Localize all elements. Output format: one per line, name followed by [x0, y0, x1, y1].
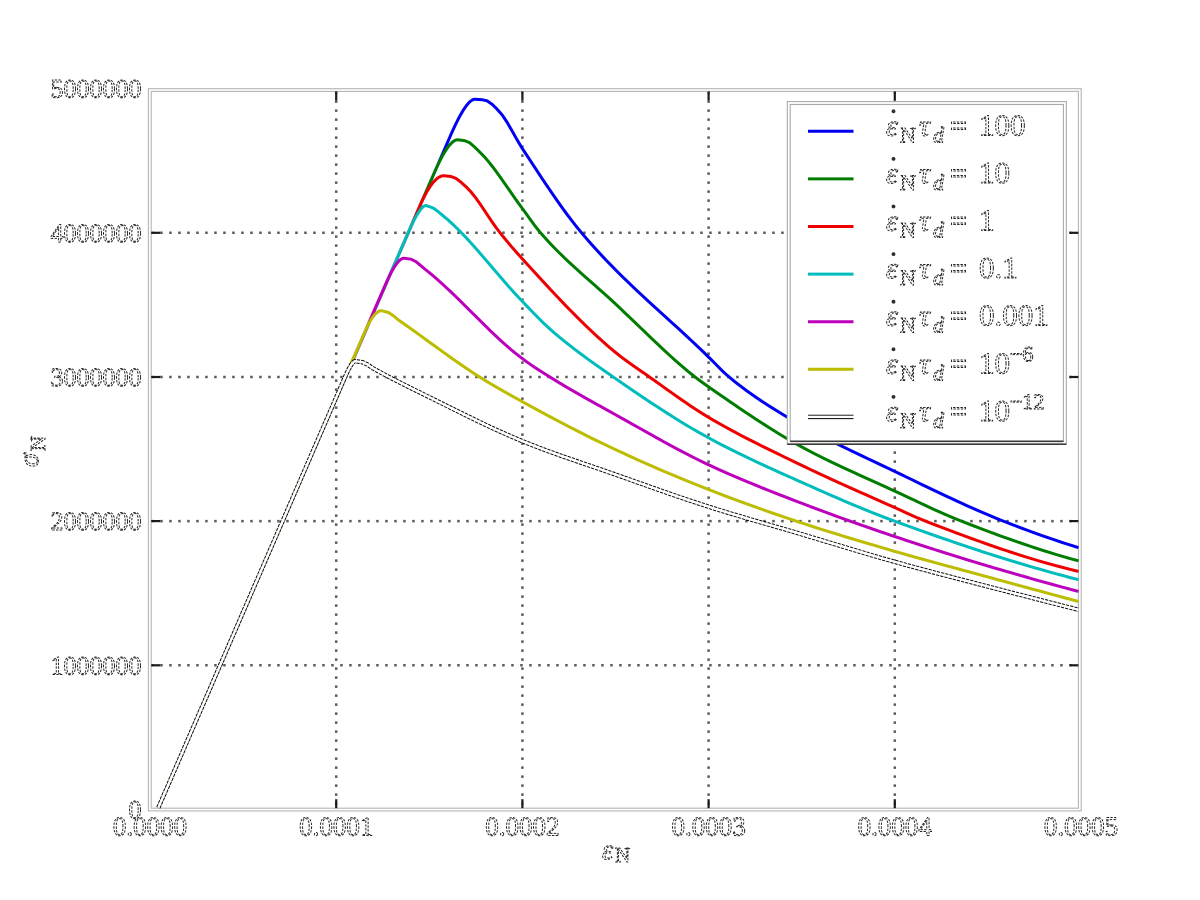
svg-text:N: N	[615, 843, 630, 867]
svg-text:=: =	[950, 395, 967, 428]
svg-text:τ: τ	[919, 300, 931, 333]
svg-text:0.0002: 0.0002	[485, 812, 559, 842]
svg-text:N: N	[26, 436, 50, 451]
svg-text:d: d	[933, 360, 945, 385]
svg-text:0: 0	[129, 795, 142, 824]
svg-text:σ: σ	[14, 452, 45, 467]
svg-text:=: =	[950, 300, 967, 333]
svg-text:10: 10	[979, 345, 1010, 380]
svg-text:τ: τ	[919, 157, 931, 190]
svg-text:N: N	[900, 170, 916, 195]
svg-text:=: =	[950, 347, 967, 380]
svg-text:N: N	[900, 408, 916, 433]
svg-text:0.0003: 0.0003	[671, 812, 745, 842]
svg-text:4000000: 4000000	[51, 219, 142, 248]
svg-text:ε: ε	[886, 347, 898, 380]
svg-text:ε: ε	[886, 395, 898, 428]
svg-text:d: d	[933, 313, 945, 338]
svg-text:=: =	[950, 109, 967, 142]
svg-text:N: N	[900, 360, 916, 385]
svg-text:3000000: 3000000	[51, 363, 142, 392]
svg-text:N: N	[900, 122, 916, 147]
svg-text:0.0004: 0.0004	[858, 812, 933, 842]
svg-text:1: 1	[979, 203, 995, 238]
svg-text:5000000: 5000000	[51, 75, 142, 104]
svg-text:0.0001: 0.0001	[299, 812, 373, 842]
svg-text:τ: τ	[919, 395, 931, 428]
svg-text:ε: ε	[886, 205, 898, 238]
svg-text:0.0000: 0.0000	[113, 812, 187, 842]
svg-text:τ: τ	[919, 347, 931, 380]
svg-text:1000000: 1000000	[51, 651, 142, 680]
svg-text:d: d	[933, 218, 945, 243]
svg-text:=: =	[950, 252, 967, 285]
svg-text:N: N	[900, 265, 916, 290]
svg-text:ε: ε	[886, 157, 898, 190]
svg-text:N: N	[900, 218, 916, 243]
svg-text:0.001: 0.001	[979, 298, 1049, 333]
svg-text:0.1: 0.1	[979, 250, 1018, 285]
svg-text:10: 10	[979, 155, 1010, 190]
svg-text:ε: ε	[886, 300, 898, 333]
svg-text:10: 10	[979, 393, 1010, 428]
svg-text:d: d	[933, 122, 945, 147]
svg-text:=: =	[950, 157, 967, 190]
svg-text:=: =	[950, 205, 967, 238]
svg-text:τ: τ	[919, 205, 931, 238]
svg-text:ε: ε	[886, 252, 898, 285]
svg-text:ε: ε	[886, 109, 898, 142]
svg-text:−12: −12	[1010, 389, 1044, 414]
svg-text:ε: ε	[602, 835, 613, 866]
svg-text:−6: −6	[1010, 341, 1033, 366]
svg-text:100: 100	[979, 107, 1026, 142]
svg-text:τ: τ	[919, 109, 931, 142]
svg-text:2000000: 2000000	[51, 507, 142, 536]
svg-text:d: d	[933, 265, 945, 290]
svg-text:d: d	[933, 408, 945, 433]
svg-text:0.0005: 0.0005	[1044, 812, 1118, 842]
svg-text:τ: τ	[919, 252, 931, 285]
svg-text:N: N	[900, 313, 916, 338]
svg-text:d: d	[933, 170, 945, 195]
